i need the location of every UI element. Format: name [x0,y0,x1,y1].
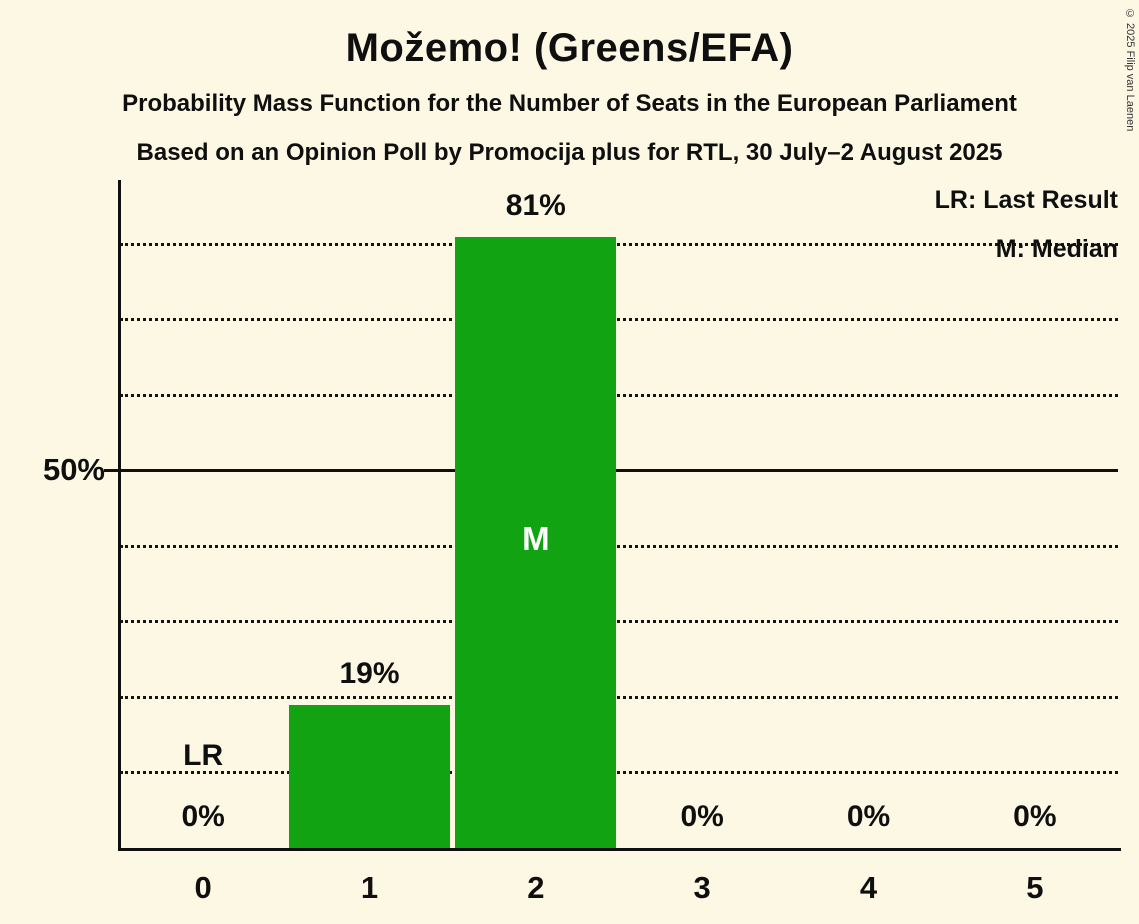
x-tick-5: 5 [1026,870,1044,905]
gridline-10pct [120,771,1118,775]
x-tick-0: 0 [194,870,212,905]
value-label-seat-3: 0% [680,800,724,833]
median-marker: M [522,520,550,558]
bar-seat-1 [288,704,451,848]
y-axis-50-label: 50% [42,452,105,487]
bar-seat-2 [455,236,617,848]
gridline-40pct [120,544,1118,548]
y-axis-line [118,180,121,851]
x-tick-4: 4 [859,870,878,905]
gridline-30pct [120,620,1118,624]
x-tick-3: 3 [693,870,711,905]
legend-last-result: LR: Last Result [934,186,1118,214]
copyright-note: © 2025 Filip van Laenen [1124,8,1136,132]
value-label-seat-1: 19% [339,656,400,690]
legend-median: M: Median [995,235,1118,263]
value-label-seat-4: 0% [846,800,891,833]
chart-title: Možemo! (Greens/EFA) [345,26,794,70]
chart-subtitle-2: Based on an Opinion Poll by Promocija pl… [136,139,1003,166]
last-result-marker: LR [183,738,224,772]
x-tick-1: 1 [360,870,379,905]
value-label-seat-2: 81% [505,188,566,222]
gridline-70pct [120,318,1118,322]
value-label-seat-0: 0% [181,800,225,833]
x-tick-2: 2 [527,870,545,905]
gridline-60pct [120,393,1118,397]
chart-subtitle-1: Probability Mass Function for the Number… [122,90,1017,117]
value-label-seat-5: 0% [1013,800,1057,833]
gridline-80pct [120,242,1118,246]
x-axis-line [118,848,1121,851]
gridline-20pct [120,695,1118,699]
